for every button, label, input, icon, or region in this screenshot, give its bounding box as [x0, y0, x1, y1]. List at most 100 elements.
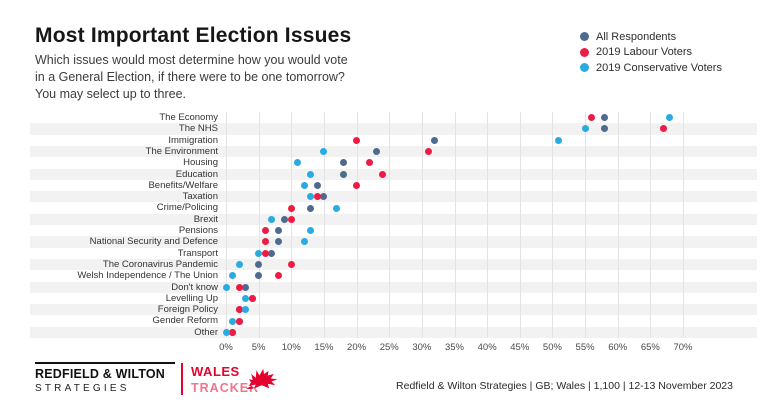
- legend-item: All Respondents: [580, 29, 722, 45]
- data-dot: [268, 249, 276, 257]
- data-dot: [588, 114, 596, 122]
- data-dot: [261, 227, 269, 235]
- legend-label: 2019 Conservative Voters: [596, 61, 722, 74]
- axis-tick-label: 70%: [673, 342, 693, 353]
- data-dot: [307, 204, 315, 212]
- grid-line: [683, 112, 684, 338]
- grid-line: [323, 112, 325, 338]
- category-label: Crime/Policing: [156, 202, 218, 214]
- category-label: Don't know: [171, 281, 218, 293]
- data-dot: [261, 249, 269, 257]
- legend: All Respondents 2019 Labour Voters 2019 Co…: [580, 29, 722, 76]
- row-stripe: [30, 213, 757, 225]
- welsh-dragon-icon: [243, 365, 279, 397]
- data-dot: [431, 136, 439, 144]
- data-dot: [274, 272, 282, 280]
- subtitle-line: You may select up to three.: [35, 87, 187, 101]
- data-dot: [242, 306, 250, 314]
- logo-name: REDFIELD & WILTON: [35, 367, 166, 381]
- data-dot: [235, 283, 243, 291]
- brand-divider: [181, 363, 183, 395]
- data-dot: [268, 215, 276, 223]
- legend-dot-icon: [580, 47, 589, 57]
- data-dot: [307, 193, 315, 201]
- data-dot: [287, 261, 295, 269]
- data-dot: [307, 227, 315, 235]
- row-stripe: [30, 168, 757, 180]
- category-label: Housing: [183, 157, 218, 169]
- data-dot: [261, 238, 269, 246]
- grid-line: [552, 112, 554, 338]
- grid-line: [454, 112, 456, 338]
- axis-tick-label: 65%: [640, 342, 660, 353]
- grid-line: [356, 112, 358, 338]
- grid-line: [226, 112, 227, 338]
- data-dot: [424, 148, 432, 156]
- data-dot: [235, 306, 243, 314]
- category-label: Benefits/Welfare: [148, 179, 218, 191]
- data-dot: [248, 294, 256, 302]
- legend-item: 2019 Conservative Voters: [580, 60, 722, 76]
- row-stripe: [30, 304, 757, 316]
- data-dot: [313, 193, 321, 201]
- data-dot: [229, 328, 237, 336]
- category-label: Other: [194, 326, 218, 338]
- data-dot: [255, 249, 263, 257]
- axis-tick-label: 45%: [510, 342, 530, 353]
- row-stripe: [30, 258, 757, 271]
- data-dot: [353, 136, 361, 144]
- wales-tracker-label: WALES TRACKER: [191, 364, 259, 395]
- chart-subtitle: Which issues would most determine how yo…: [35, 52, 348, 103]
- axis-tick-label: 5%: [251, 342, 266, 353]
- data-dot: [229, 317, 237, 325]
- row-stripe: [30, 191, 757, 203]
- category-label: National Security and Defence: [89, 236, 218, 248]
- axis-tick-label: 55%: [575, 342, 595, 353]
- data-dot: [300, 181, 308, 189]
- category-label: Foreign Policy: [157, 304, 218, 316]
- category-label: Levelling Up: [165, 292, 218, 304]
- axis-tick-label: 20%: [347, 342, 367, 353]
- data-dot: [242, 283, 250, 291]
- data-dot: [555, 136, 563, 144]
- data-dot: [372, 148, 380, 156]
- redfield-wilton-logo: REDFIELD & WILTON STRATEGIES: [35, 362, 175, 394]
- data-dot: [353, 181, 361, 189]
- data-dot: [340, 170, 347, 178]
- data-dot: [274, 238, 282, 246]
- axis-tick-label: 35%: [444, 342, 464, 353]
- data-dot: [235, 261, 243, 269]
- data-dot: [320, 193, 328, 201]
- data-dot: [274, 227, 282, 235]
- data-dot: [242, 294, 250, 302]
- axis-tick-label: 0%: [219, 342, 233, 353]
- legend-item: 2019 Labour Voters: [580, 45, 722, 61]
- data-dot: [287, 204, 295, 212]
- legend-dot-icon: [580, 63, 589, 73]
- data-dot: [666, 114, 674, 122]
- axis-tick-label: 30%: [412, 342, 432, 353]
- axis-tick-label: 60%: [608, 342, 628, 353]
- tracker-wales: WALES: [191, 364, 240, 379]
- grid-line: [421, 112, 423, 338]
- data-dot: [255, 272, 263, 280]
- axis-tick-label: 10%: [281, 342, 301, 353]
- data-dot: [281, 215, 289, 223]
- category-label: Welsh Independence / The Union: [77, 270, 218, 282]
- grid-line: [519, 112, 521, 338]
- legend-dot-icon: [580, 32, 589, 42]
- data-dot: [294, 159, 302, 167]
- logo-strategies: STRATEGIES: [35, 383, 130, 394]
- tracker-tracker: TRACKER: [191, 381, 260, 395]
- row-stripe: [30, 236, 757, 248]
- grid-line: [617, 112, 619, 338]
- category-label: Brexit: [193, 213, 218, 225]
- category-label: Pensions: [178, 225, 218, 236]
- data-dot: [601, 114, 609, 122]
- subtitle-line: in a General Election, if there were to …: [35, 70, 345, 84]
- category-label: The Environment: [145, 145, 218, 157]
- legend-label: All Respondents: [596, 30, 677, 43]
- data-dot: [222, 328, 230, 336]
